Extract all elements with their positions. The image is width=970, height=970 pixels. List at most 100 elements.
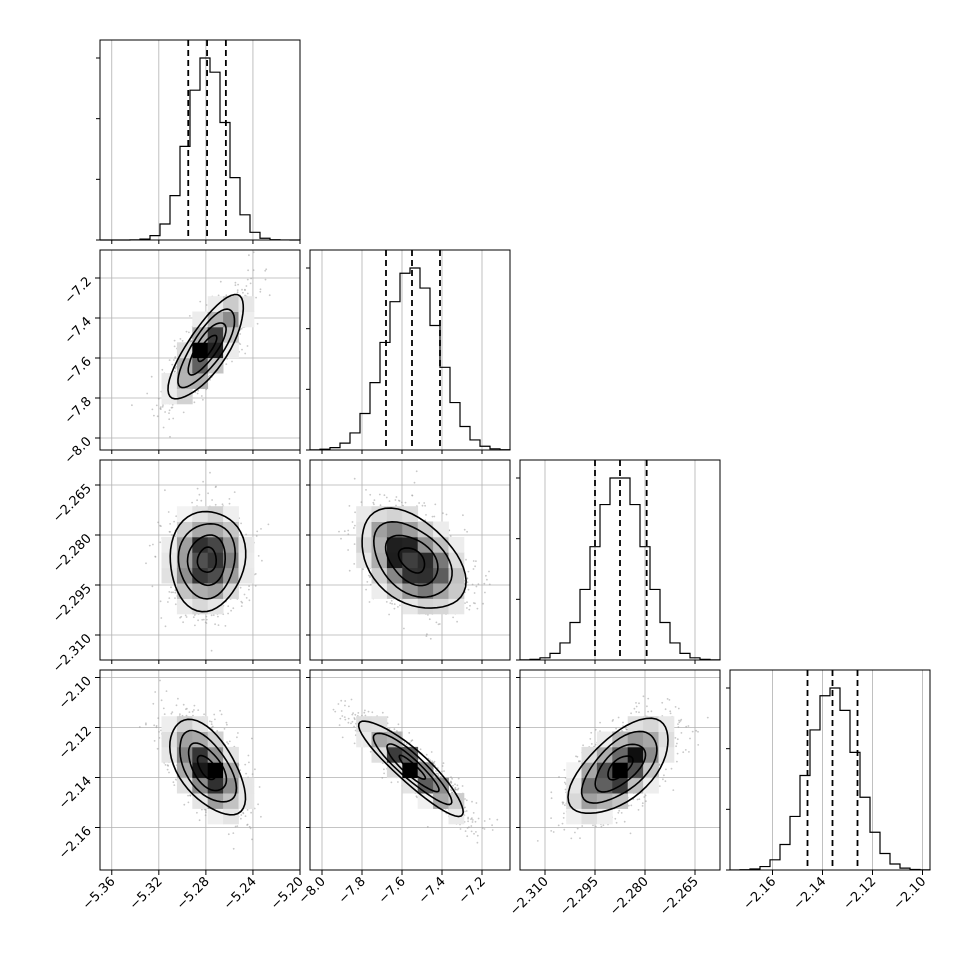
scatter-point	[145, 562, 147, 565]
scatter-point	[200, 395, 203, 397]
scatter-point	[159, 406, 162, 408]
scatter-point	[424, 504, 426, 507]
scatter-point	[210, 614, 213, 617]
scatter-point	[151, 585, 154, 588]
scatter-point	[174, 367, 177, 370]
density-cell	[386, 567, 403, 584]
scatter-point	[488, 583, 491, 586]
scatter-point	[196, 499, 199, 502]
scatter-point	[197, 389, 200, 392]
scatter-point	[167, 601, 169, 603]
scatter-point	[228, 498, 231, 500]
contour-line-0	[397, 547, 426, 574]
scatter-point	[445, 513, 448, 516]
contour-line-0	[197, 334, 218, 363]
scatter-point	[395, 504, 397, 507]
scatter-point	[248, 599, 251, 602]
scatter-point	[353, 543, 356, 545]
scatter-point	[152, 702, 155, 705]
scatter-point	[159, 408, 162, 410]
scatter-point	[418, 502, 420, 504]
density-cell	[371, 552, 388, 569]
scatter-point	[168, 412, 170, 414]
density-panel-3-0	[99, 669, 301, 871]
scatter-point	[217, 624, 220, 626]
scatter-point	[225, 294, 228, 297]
scatter-point	[484, 591, 486, 594]
scatter-point	[388, 500, 391, 502]
scatter-point	[256, 530, 259, 533]
scatter-point	[379, 504, 382, 507]
scatter-point	[217, 294, 220, 297]
scatter-point	[378, 493, 381, 496]
scatter-point	[150, 375, 153, 378]
density-cell	[371, 536, 388, 553]
scatter-point	[393, 607, 396, 610]
scatter-point	[185, 330, 188, 333]
scatter-point	[164, 411, 167, 413]
scatter-point	[244, 815, 247, 817]
histogram-step-3	[729, 687, 931, 871]
density-cell	[192, 357, 209, 374]
scatter-point	[160, 699, 163, 702]
density-cell	[223, 536, 239, 553]
scatter-point	[243, 593, 246, 596]
scatter-point	[161, 405, 164, 408]
scatter-point	[169, 523, 172, 525]
scatter-point	[196, 811, 198, 814]
scatter-point	[205, 304, 208, 306]
axes-frame	[729, 669, 931, 871]
scatter-point	[214, 623, 217, 626]
scatter-point	[171, 363, 174, 366]
scatter-point	[212, 614, 215, 616]
scatter-point	[202, 480, 205, 483]
scatter-point	[188, 315, 191, 317]
density-cell	[176, 598, 193, 615]
histogram-panel-1	[306, 249, 511, 451]
scatter-point	[360, 501, 363, 503]
scatter-point	[197, 709, 200, 711]
scatter-point	[464, 602, 466, 604]
scatter-point	[175, 515, 178, 518]
scatter-point	[433, 515, 436, 518]
scatter-point	[251, 773, 254, 775]
density-cell	[176, 373, 193, 389]
density-cell	[386, 536, 403, 553]
scatter-point	[161, 368, 164, 371]
scatter-point	[369, 583, 372, 586]
scatter-point	[164, 625, 167, 628]
scatter-point	[173, 339, 176, 342]
axes-frame	[99, 39, 301, 241]
scatter-point	[413, 481, 416, 484]
density-cell	[238, 536, 255, 553]
density-cell	[402, 506, 419, 522]
scatter-point	[170, 586, 172, 589]
scatter-point	[201, 618, 204, 621]
scatter-point	[232, 832, 235, 834]
scatter-point	[259, 288, 262, 291]
density-cell	[192, 552, 209, 569]
density-cell	[192, 521, 209, 538]
scatter-point	[385, 601, 388, 603]
scatter-point	[197, 619, 200, 622]
density-cell	[402, 583, 419, 599]
scatter-point	[168, 530, 171, 533]
scatter-point	[393, 603, 396, 605]
scatter-point	[466, 577, 469, 580]
scatter-point	[192, 616, 195, 619]
scatter-point	[230, 609, 233, 612]
scatter-point	[198, 819, 201, 822]
scatter-point	[205, 615, 208, 618]
scatter-point	[425, 635, 428, 637]
scatter-point	[210, 723, 213, 726]
density-cell	[433, 521, 449, 538]
scatter-point	[234, 281, 237, 284]
scatter-point	[411, 494, 413, 497]
scatter-point	[265, 268, 268, 271]
scatter-point	[456, 620, 458, 623]
scatter-point	[131, 404, 133, 407]
scatter-point	[203, 713, 206, 716]
scatter-point	[241, 288, 243, 291]
scatter-point	[239, 769, 242, 772]
scatter-point	[240, 522, 243, 525]
